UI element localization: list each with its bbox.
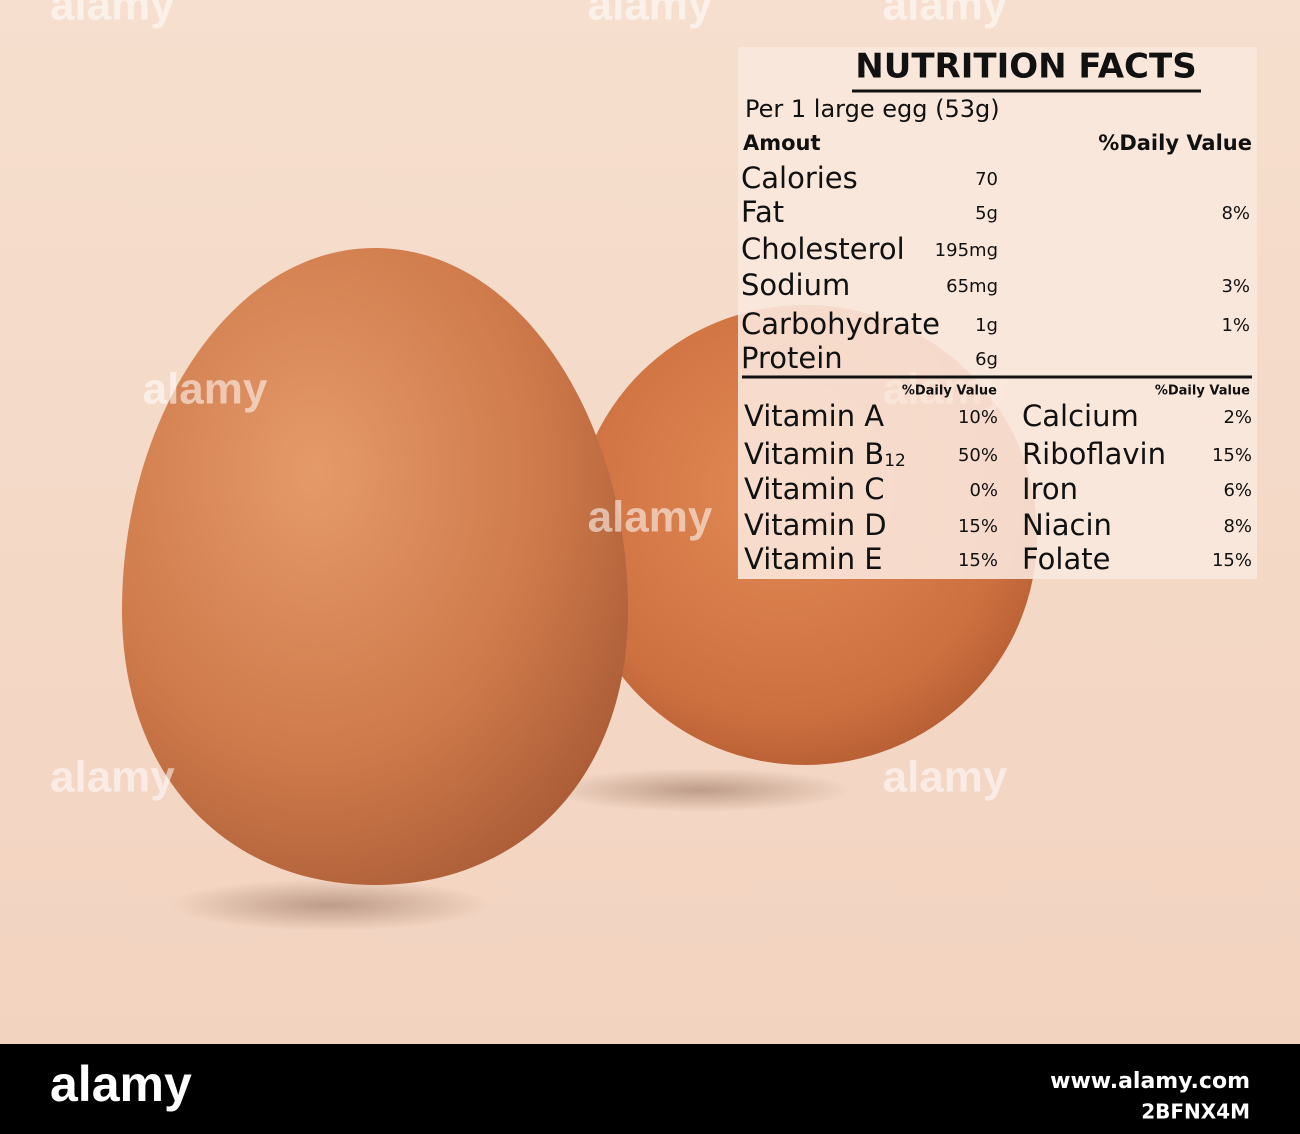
vitamin-value: 2% <box>1223 407 1252 428</box>
vitamin-value: 15% <box>958 516 998 537</box>
nutrition-panel <box>738 47 1257 579</box>
vitamin-name: Vitamin A <box>744 399 884 433</box>
nutrient-name: Fat <box>741 195 784 229</box>
nutrient-daily: 1% <box>1221 315 1250 336</box>
vitamin-subscript: 12 <box>884 451 906 471</box>
footer-url: www.alamy.com <box>1050 1069 1250 1094</box>
shadow <box>170 879 490 931</box>
vitamin-name: Vitamin D <box>744 508 887 542</box>
nutrient-amount: 6g <box>975 349 998 370</box>
vitamin-value: 10% <box>958 407 998 428</box>
vitamin-name-text: Iron <box>1022 472 1078 506</box>
watermark: alamy <box>883 0 1008 30</box>
shadow <box>550 768 850 812</box>
egg <box>122 248 628 885</box>
daily-label: %Daily Value <box>1155 384 1250 399</box>
vitamin-name-text: Calcium <box>1022 399 1139 433</box>
vitamin-name: Niacin <box>1022 508 1112 542</box>
vitamin-name: Folate <box>1022 542 1110 576</box>
nutrient-amount: 5g <box>975 203 998 224</box>
nutrient-name: Sodium <box>741 268 850 302</box>
nutrient-name: Carbohydrate <box>741 307 940 341</box>
footer-id: 2BFNX4M <box>1141 1100 1250 1124</box>
vitamin-name-text: Riboflavin <box>1022 437 1166 471</box>
vitamin-value: 50% <box>958 445 998 466</box>
vitamin-name: Iron <box>1022 472 1078 506</box>
vitamin-name-text: Vitamin C <box>744 472 885 506</box>
vitamin-name: Vitamin B12 <box>744 437 906 471</box>
serving: Per 1 large egg (53g) <box>745 95 1000 123</box>
nutrient-name: Calories <box>741 161 858 195</box>
panel-title: NUTRITION FACTS <box>855 47 1196 87</box>
watermark: alamy <box>883 753 1008 802</box>
vitamin-name: Vitamin E <box>744 542 883 576</box>
vitamin-name-text: Folate <box>1022 542 1110 576</box>
vitamin-value: 8% <box>1223 516 1252 537</box>
vitamin-value: 0% <box>969 480 998 501</box>
nutrient-daily: 3% <box>1221 276 1250 297</box>
watermark: alamy <box>50 753 175 802</box>
vitamin-name-text: Vitamin E <box>744 542 883 576</box>
watermark: alamy <box>588 0 713 30</box>
vitamin-name: Calcium <box>1022 399 1139 433</box>
watermark: alamy <box>588 493 713 542</box>
watermark: alamy <box>50 0 175 30</box>
vitamin-name: Riboflavin <box>1022 437 1166 471</box>
nutrient-amount: 70 <box>975 169 998 190</box>
nutrient-amount: 65mg <box>946 276 998 297</box>
nutrient-amount: 1g <box>975 315 998 336</box>
vitamin-value: 6% <box>1223 480 1252 501</box>
vitamin-value: 15% <box>1212 550 1252 571</box>
vitamin-name-text: Niacin <box>1022 508 1112 542</box>
nutrient-name: Cholesterol <box>741 232 905 266</box>
daily-label: %Daily Value <box>1098 131 1252 155</box>
nutrient-daily: 8% <box>1221 203 1250 224</box>
vitamin-name-text: Vitamin B <box>744 437 884 471</box>
footer-brand: alamy <box>50 1056 192 1112</box>
daily-label: %Daily Value <box>902 384 997 399</box>
nutrient-amount: 195mg <box>935 240 998 261</box>
vitamin-value: 15% <box>958 550 998 571</box>
vitamin-name-text: Vitamin D <box>744 508 887 542</box>
amount-label: Amout <box>743 131 821 155</box>
vitamin-name: Vitamin C <box>744 472 885 506</box>
nutrient-name: Protein <box>741 341 843 375</box>
vitamin-name-text: Vitamin A <box>744 399 884 433</box>
watermark: alamy <box>143 365 268 414</box>
vitamin-value: 15% <box>1212 445 1252 466</box>
footer-bar <box>0 1044 1300 1134</box>
